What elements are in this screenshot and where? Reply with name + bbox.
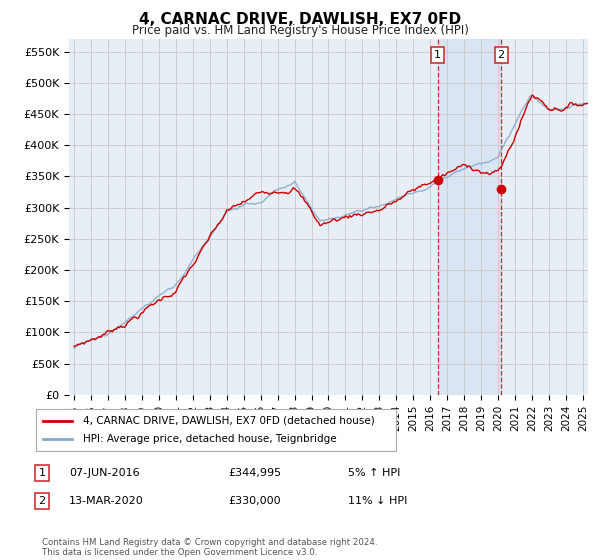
Text: 1: 1 [38,468,46,478]
Text: 4, CARNAC DRIVE, DAWLISH, EX7 0FD (detached house): 4, CARNAC DRIVE, DAWLISH, EX7 0FD (detac… [83,416,374,426]
Text: 2: 2 [38,496,46,506]
Text: Contains HM Land Registry data © Crown copyright and database right 2024.
This d: Contains HM Land Registry data © Crown c… [42,538,377,557]
FancyBboxPatch shape [36,409,396,451]
Text: 4, CARNAC DRIVE, DAWLISH, EX7 0FD: 4, CARNAC DRIVE, DAWLISH, EX7 0FD [139,12,461,27]
Text: 13-MAR-2020: 13-MAR-2020 [69,496,144,506]
Text: £344,995: £344,995 [228,468,281,478]
Text: 5% ↑ HPI: 5% ↑ HPI [348,468,400,478]
Text: HPI: Average price, detached house, Teignbridge: HPI: Average price, detached house, Teig… [83,434,337,444]
Text: 1: 1 [434,50,441,60]
Text: 11% ↓ HPI: 11% ↓ HPI [348,496,407,506]
Text: 07-JUN-2016: 07-JUN-2016 [69,468,140,478]
Text: Price paid vs. HM Land Registry's House Price Index (HPI): Price paid vs. HM Land Registry's House … [131,24,469,37]
Text: 2: 2 [497,50,505,60]
Text: £330,000: £330,000 [228,496,281,506]
Bar [438,39,501,395]
